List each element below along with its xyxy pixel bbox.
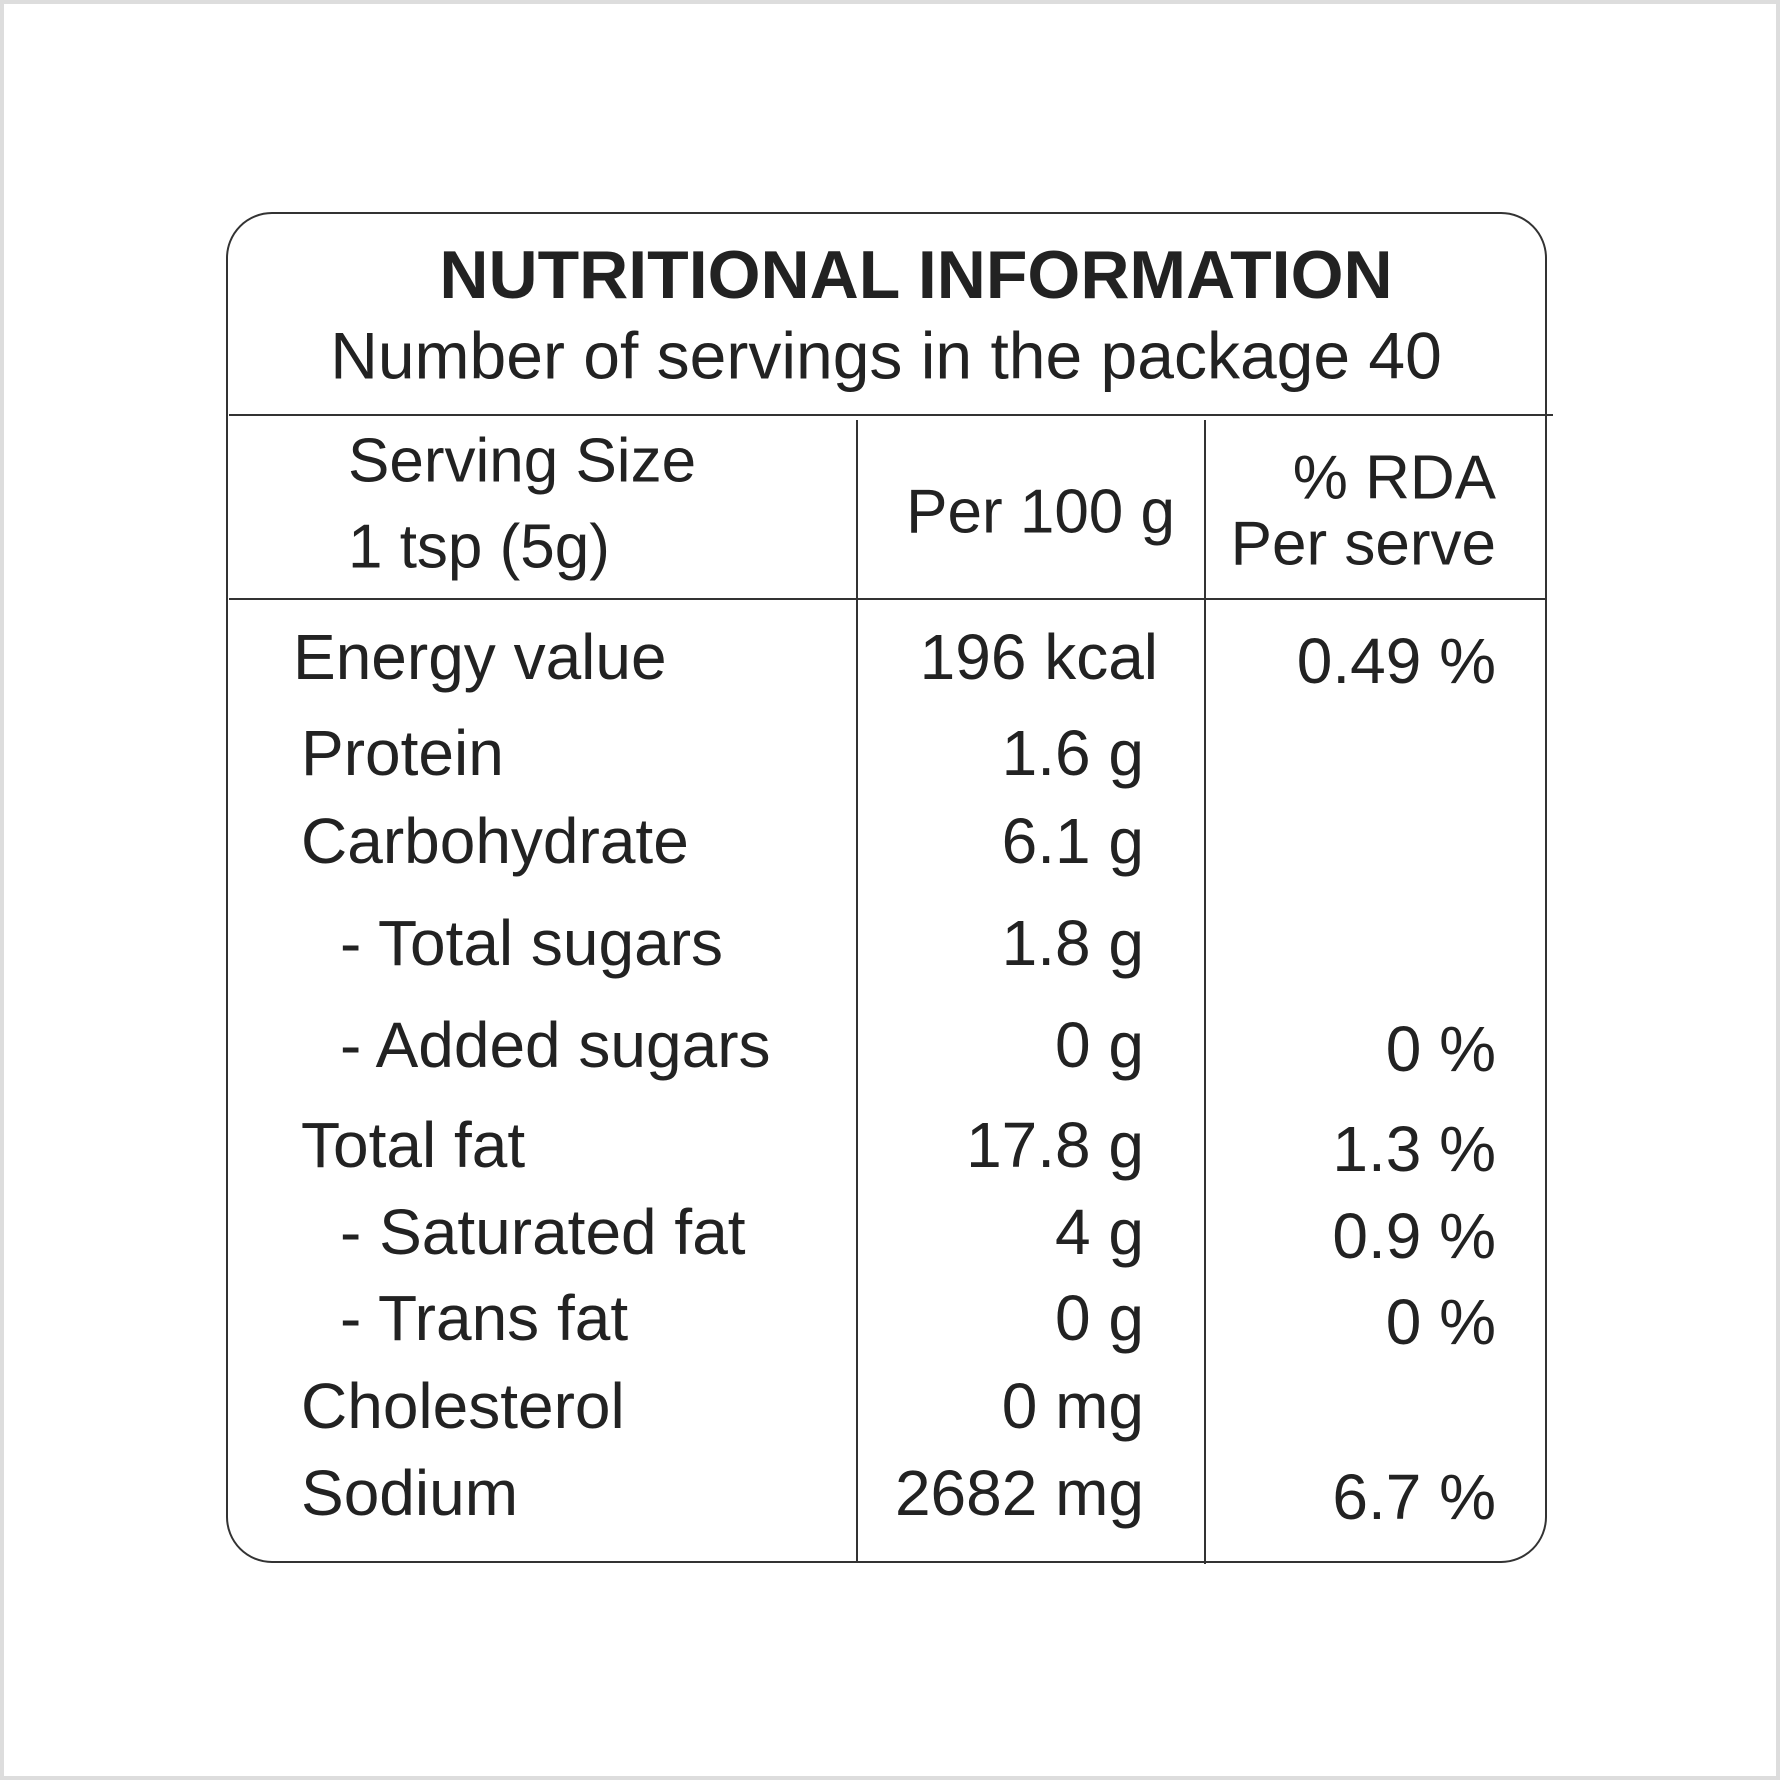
label-box [226,212,1547,1563]
rda-value: 6.7 % [1332,1461,1496,1533]
rda-value: 1.3 % [1332,1113,1496,1185]
title: NUTRITIONAL INFORMATION [439,237,1392,313]
per-100g-value: 17.8 g [966,1109,1144,1181]
per-100g-value: 0 g [1055,1282,1144,1354]
per-100g-value: 6.1 g [1002,805,1144,877]
per-100g-value: 0 g [1055,1009,1144,1081]
nutrient-name: Carbohydrate [301,805,689,877]
column-header: % RDA [1293,443,1497,512]
subtitle: Number of servings in the package 40 [330,318,1442,392]
rda-value: 0 % [1386,1286,1496,1358]
nutrient-name: Protein [301,717,504,789]
rda-value: 0.49 % [1297,625,1496,697]
per-100g-value: 1.6 g [1002,717,1144,789]
column-header: Per 100 g [906,477,1175,546]
column-header: Per serve [1231,509,1496,578]
per-100g-value: 2682 mg [895,1457,1144,1529]
nutrient-name: - Added sugars [340,1009,771,1081]
nutrient-name: Total fat [301,1109,525,1181]
column-header: 1 tsp (5g) [348,512,610,581]
column-header: Serving Size [348,426,696,495]
per-100g-value: 4 g [1055,1196,1144,1268]
nutrient-name: - Total sugars [340,907,723,979]
rda-value: 0 % [1386,1013,1496,1085]
nutrient-name: Cholesterol [301,1370,625,1442]
nutrient-name: - Saturated fat [340,1196,746,1268]
per-100g-value: 1.8 g [1002,907,1144,979]
nutrient-name: Sodium [301,1457,518,1529]
per-100g-value: 0 mg [1002,1370,1144,1442]
nutrient-name: Energy value [293,621,667,693]
rda-value: 0.9 % [1332,1200,1496,1272]
per-100g-value: 196 kcal [920,621,1158,693]
nutrient-name: - Trans fat [340,1282,628,1354]
